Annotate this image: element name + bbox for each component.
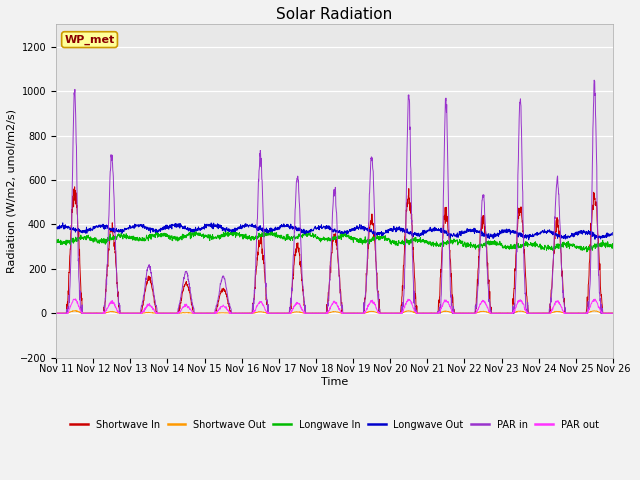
Line: PAR in: PAR in [56, 80, 612, 313]
PAR in [207, 311, 215, 316]
PAR out [351, 311, 358, 316]
Shortwave Out [52, 310, 60, 316]
Longwave Out [351, 225, 358, 230]
Shortwave In [351, 311, 358, 316]
Line: Shortwave Out: Shortwave Out [56, 311, 612, 313]
PAR out [609, 311, 616, 316]
Longwave In [560, 239, 568, 245]
Line: Longwave In: Longwave In [56, 231, 612, 252]
Line: Longwave Out: Longwave Out [56, 223, 612, 240]
PAR out [72, 296, 79, 302]
Shortwave In [52, 311, 60, 316]
X-axis label: Time: Time [321, 377, 348, 387]
PAR in [559, 290, 567, 296]
Shortwave Out [208, 311, 216, 316]
Longwave Out [609, 230, 616, 236]
Longwave Out [560, 233, 568, 239]
Shortwave In [71, 184, 79, 190]
PAR in [351, 311, 358, 316]
Longwave In [222, 228, 230, 234]
PAR in [609, 311, 616, 316]
Shortwave In [575, 311, 583, 316]
Longwave Out [208, 222, 216, 228]
Longwave In [351, 236, 358, 241]
Longwave In [575, 246, 583, 252]
Shortwave Out [363, 310, 371, 315]
Line: PAR out: PAR out [56, 299, 612, 313]
Longwave In [609, 243, 616, 249]
Longwave Out [575, 229, 583, 235]
Shortwave In [363, 272, 371, 277]
Shortwave Out [72, 308, 80, 313]
Longwave In [497, 242, 504, 248]
PAR in [363, 278, 371, 284]
PAR out [363, 306, 371, 312]
PAR out [497, 311, 504, 316]
PAR out [560, 309, 568, 314]
PAR in [590, 77, 598, 83]
PAR out [575, 311, 583, 316]
Y-axis label: Radiation (W/m2, umol/m2/s): Radiation (W/m2, umol/m2/s) [7, 109, 17, 273]
Line: Shortwave In: Shortwave In [56, 187, 612, 313]
Longwave Out [59, 220, 67, 226]
Shortwave Out [560, 310, 568, 316]
Longwave In [363, 238, 371, 243]
PAR in [575, 311, 583, 316]
Shortwave In [609, 311, 616, 316]
Longwave Out [52, 226, 60, 231]
PAR in [496, 311, 504, 316]
Shortwave In [208, 311, 216, 316]
Longwave In [583, 249, 591, 255]
Shortwave In [560, 295, 568, 301]
PAR out [208, 311, 216, 316]
Longwave In [207, 236, 215, 241]
PAR out [52, 311, 60, 316]
Shortwave Out [575, 311, 583, 316]
Shortwave Out [497, 310, 504, 316]
Longwave Out [363, 227, 371, 232]
PAR in [52, 311, 60, 316]
Shortwave In [497, 311, 504, 316]
Shortwave Out [609, 311, 616, 316]
Shortwave Out [52, 311, 60, 316]
Longwave Out [497, 229, 504, 235]
Longwave Out [525, 237, 532, 243]
Shortwave Out [351, 311, 359, 316]
Longwave In [52, 240, 60, 246]
Legend: Shortwave In, Shortwave Out, Longwave In, Longwave Out, PAR in, PAR out: Shortwave In, Shortwave Out, Longwave In… [67, 416, 603, 433]
Text: WP_met: WP_met [65, 35, 115, 45]
Title: Solar Radiation: Solar Radiation [276, 7, 393, 22]
